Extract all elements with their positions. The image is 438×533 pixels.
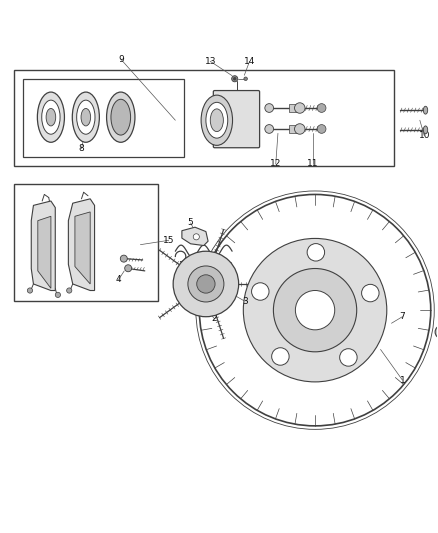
Polygon shape (182, 227, 208, 246)
Circle shape (272, 348, 289, 365)
Text: 14: 14 (244, 57, 255, 66)
Circle shape (199, 195, 431, 426)
Text: 4: 4 (116, 275, 121, 284)
Text: 10: 10 (418, 131, 430, 140)
Circle shape (295, 290, 335, 330)
Ellipse shape (435, 326, 438, 338)
Ellipse shape (37, 92, 64, 142)
Ellipse shape (77, 100, 95, 134)
Circle shape (232, 76, 238, 82)
Text: 12: 12 (270, 159, 282, 168)
Circle shape (437, 328, 438, 336)
Bar (289, 103, 297, 112)
Bar (289, 125, 297, 133)
Text: 5: 5 (188, 219, 194, 228)
Circle shape (244, 77, 247, 80)
Circle shape (173, 251, 239, 317)
FancyBboxPatch shape (213, 91, 260, 148)
Ellipse shape (206, 102, 228, 138)
Circle shape (317, 125, 326, 133)
Circle shape (125, 265, 132, 272)
Ellipse shape (201, 95, 233, 146)
Circle shape (193, 234, 199, 240)
Ellipse shape (106, 92, 135, 142)
Circle shape (294, 124, 305, 134)
Circle shape (27, 288, 32, 293)
Text: 13: 13 (205, 57, 216, 66)
Circle shape (233, 77, 236, 80)
Circle shape (339, 349, 357, 366)
Polygon shape (31, 201, 55, 290)
Ellipse shape (210, 109, 223, 132)
Text: 15: 15 (163, 236, 174, 245)
Polygon shape (38, 216, 51, 288)
Ellipse shape (46, 108, 56, 126)
Circle shape (251, 283, 269, 300)
Text: 9: 9 (118, 54, 124, 63)
Circle shape (188, 266, 224, 302)
Circle shape (67, 288, 72, 293)
Text: 3: 3 (242, 297, 248, 306)
Circle shape (307, 244, 325, 261)
Circle shape (265, 125, 274, 133)
Circle shape (362, 284, 379, 302)
Polygon shape (75, 212, 90, 284)
Circle shape (197, 275, 215, 293)
Text: 1: 1 (399, 376, 405, 384)
Circle shape (55, 292, 60, 297)
Text: 8: 8 (78, 144, 85, 153)
Bar (14, 183, 158, 302)
Ellipse shape (424, 126, 427, 134)
Bar (14, 70, 394, 166)
Circle shape (244, 238, 387, 382)
Ellipse shape (111, 99, 131, 135)
Text: 7: 7 (399, 312, 405, 321)
Circle shape (120, 255, 127, 262)
Circle shape (317, 103, 326, 112)
Ellipse shape (42, 100, 60, 134)
Text: 11: 11 (307, 159, 318, 168)
Polygon shape (68, 199, 95, 290)
Ellipse shape (81, 108, 91, 126)
Bar (22, 79, 184, 157)
Circle shape (273, 269, 357, 352)
Ellipse shape (424, 106, 427, 114)
Ellipse shape (72, 92, 99, 142)
Circle shape (265, 103, 274, 112)
Text: 2: 2 (212, 314, 217, 324)
Text: 16: 16 (222, 262, 233, 271)
Circle shape (294, 103, 305, 113)
